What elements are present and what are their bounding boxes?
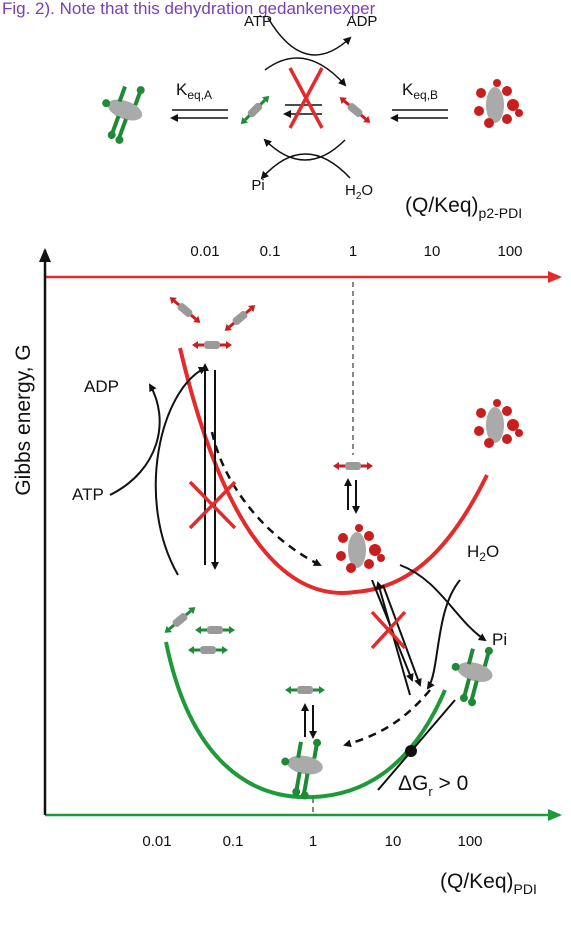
pi-label-right: Pi xyxy=(492,630,507,649)
adp-label: ADP xyxy=(347,13,378,30)
blocked-mark xyxy=(188,480,237,530)
atp-label-left: ATP xyxy=(72,485,104,504)
atp-label: ATP xyxy=(244,13,272,30)
h2o-label: H2O xyxy=(345,182,373,202)
pi-label: Pi xyxy=(251,177,264,194)
scheme: ATP ADP Keq,A Keq,B Pi H2O xyxy=(88,13,523,202)
bottom-tick-label: 0.1 xyxy=(223,833,244,850)
delta-g-rest: > 0 xyxy=(433,772,469,795)
bottom-tick-label: 1 xyxy=(309,833,317,850)
keq-b-sub: eq,B xyxy=(413,88,438,102)
top-tick-label: 100 xyxy=(497,243,522,260)
top-axis-label-sub: p2-PDI xyxy=(479,205,523,221)
tangent-point xyxy=(405,745,417,757)
delta-g-base: ΔG xyxy=(398,772,428,795)
keq-a-base: K xyxy=(176,80,188,99)
reaction-arrows xyxy=(109,363,487,748)
red-curve xyxy=(178,347,489,595)
h2o-right-base: H xyxy=(467,542,479,561)
bottom-tick-label: 100 xyxy=(457,833,482,850)
h2o-sub: 2 xyxy=(356,191,362,202)
keq-b: Keq,B xyxy=(402,80,438,102)
h2o-rest: O xyxy=(361,182,373,199)
caption: Fig. 2). Note that this dehydration geda… xyxy=(2,0,376,18)
bottom-axis-label-sub: PDI xyxy=(514,881,537,897)
top-axis-label: (Q/Keq)p2-PDI xyxy=(405,194,522,221)
adp-label-left: ADP xyxy=(84,377,119,396)
tangent-line xyxy=(377,699,456,791)
h2o-label-right: H2O xyxy=(467,542,499,564)
top-tick-label: 0.01 xyxy=(190,243,219,260)
top-tick-label: 10 xyxy=(424,243,441,260)
h2o-right-rest: O xyxy=(486,542,499,561)
delta-g: ΔGr > 0 xyxy=(398,772,468,799)
bottom-axis-label: (Q/Keq)PDI xyxy=(440,870,537,897)
keq-a: Keq,A xyxy=(176,80,212,102)
top-tick-label: 0.1 xyxy=(260,243,281,260)
top-axis-label-base: (Q/Keq) xyxy=(405,194,479,217)
bottom-tick-label: 0.01 xyxy=(142,833,171,850)
blocked-mark xyxy=(370,610,407,650)
keq-b-base: K xyxy=(402,80,414,99)
h2o-right-sub: 2 xyxy=(479,550,486,564)
keq-a-sub: eq,A xyxy=(187,88,212,102)
y-axis-label: Gibbs energy, G xyxy=(12,344,35,495)
h2o-base: H xyxy=(345,182,356,199)
bottom-tick-label: 10 xyxy=(385,833,402,850)
delta-g-sub: r xyxy=(428,784,433,799)
bottom-axis-label-base: (Q/Keq) xyxy=(440,870,514,893)
top-tick-label: 1 xyxy=(349,243,357,260)
